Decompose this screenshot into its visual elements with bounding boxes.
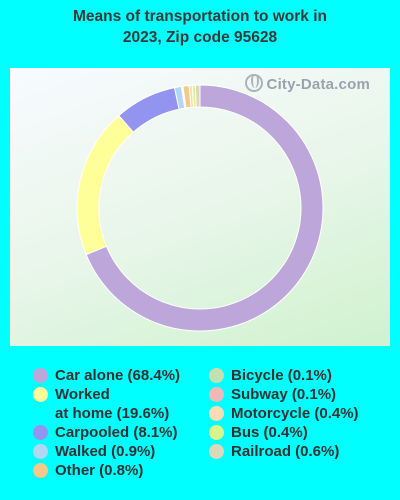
legend-swatch bbox=[209, 406, 224, 421]
legend-label: Motorcycle (0.4%) bbox=[231, 405, 359, 422]
legend-item-other: Other (0.8%) bbox=[33, 461, 144, 480]
chart-title: Means of transportation to work in 2023,… bbox=[0, 6, 400, 48]
slice-railroad bbox=[194, 84, 201, 108]
legend-item-worked-at-home: Worked at home (19.6%) bbox=[33, 385, 170, 423]
globe-icon bbox=[244, 74, 263, 92]
legend-label: Bus (0.4%) bbox=[231, 424, 308, 441]
chart-title-line-2: 2023, Zip code 95628 bbox=[122, 29, 278, 46]
legend-label: Walked (0.9%) bbox=[55, 443, 156, 460]
chart-title-line-1: Means of transportation to work in bbox=[72, 8, 328, 25]
legend-swatch bbox=[33, 368, 48, 383]
legend-item-railroad: Railroad (0.6%) bbox=[209, 442, 340, 461]
legend-swatch bbox=[209, 444, 224, 459]
legend-swatch bbox=[209, 425, 224, 440]
slice-carpooled bbox=[118, 87, 180, 133]
legend-item-motorcycle: Motorcycle (0.4%) bbox=[209, 404, 359, 423]
legend-swatch bbox=[33, 425, 48, 440]
legend-label: Worked bbox=[55, 386, 110, 403]
plot-area: City-Data.com bbox=[10, 68, 390, 346]
legend-item-bicycle: Bicycle (0.1%) bbox=[209, 366, 332, 385]
legend-item-carpooled: Carpooled (8.1%) bbox=[33, 423, 178, 442]
legend: Car alone (68.4%) Worked at home (19.6%) Ca… bbox=[0, 366, 400, 496]
legend-item-subway: Subway (0.1%) bbox=[209, 385, 337, 404]
legend-swatch bbox=[33, 463, 48, 478]
legend-label: at home (19.6%) bbox=[55, 405, 170, 422]
donut-chart bbox=[76, 84, 324, 332]
legend-item-car-alone: Car alone (68.4%) bbox=[33, 366, 181, 385]
slice-worked-at-home bbox=[76, 114, 135, 256]
legend-swatch bbox=[209, 368, 224, 383]
slice-car-alone bbox=[85, 84, 324, 332]
legend-label: Car alone (68.4%) bbox=[55, 367, 181, 384]
legend-swatch bbox=[33, 387, 48, 402]
legend-label: Bicycle (0.1%) bbox=[231, 367, 332, 384]
legend-label: Carpooled (8.1%) bbox=[55, 424, 178, 441]
legend-label: Other (0.8%) bbox=[55, 462, 144, 479]
legend-label: Railroad (0.6%) bbox=[231, 443, 340, 460]
legend-item-walked: Walked (0.9%) bbox=[33, 442, 156, 461]
legend-label: Subway (0.1%) bbox=[231, 386, 337, 403]
watermark: City-Data.com bbox=[244, 74, 370, 93]
watermark-text: City-Data.com bbox=[266, 76, 370, 93]
legend-swatch bbox=[33, 444, 48, 459]
legend-swatch bbox=[209, 387, 224, 402]
legend-item-bus: Bus (0.4%) bbox=[209, 423, 308, 442]
